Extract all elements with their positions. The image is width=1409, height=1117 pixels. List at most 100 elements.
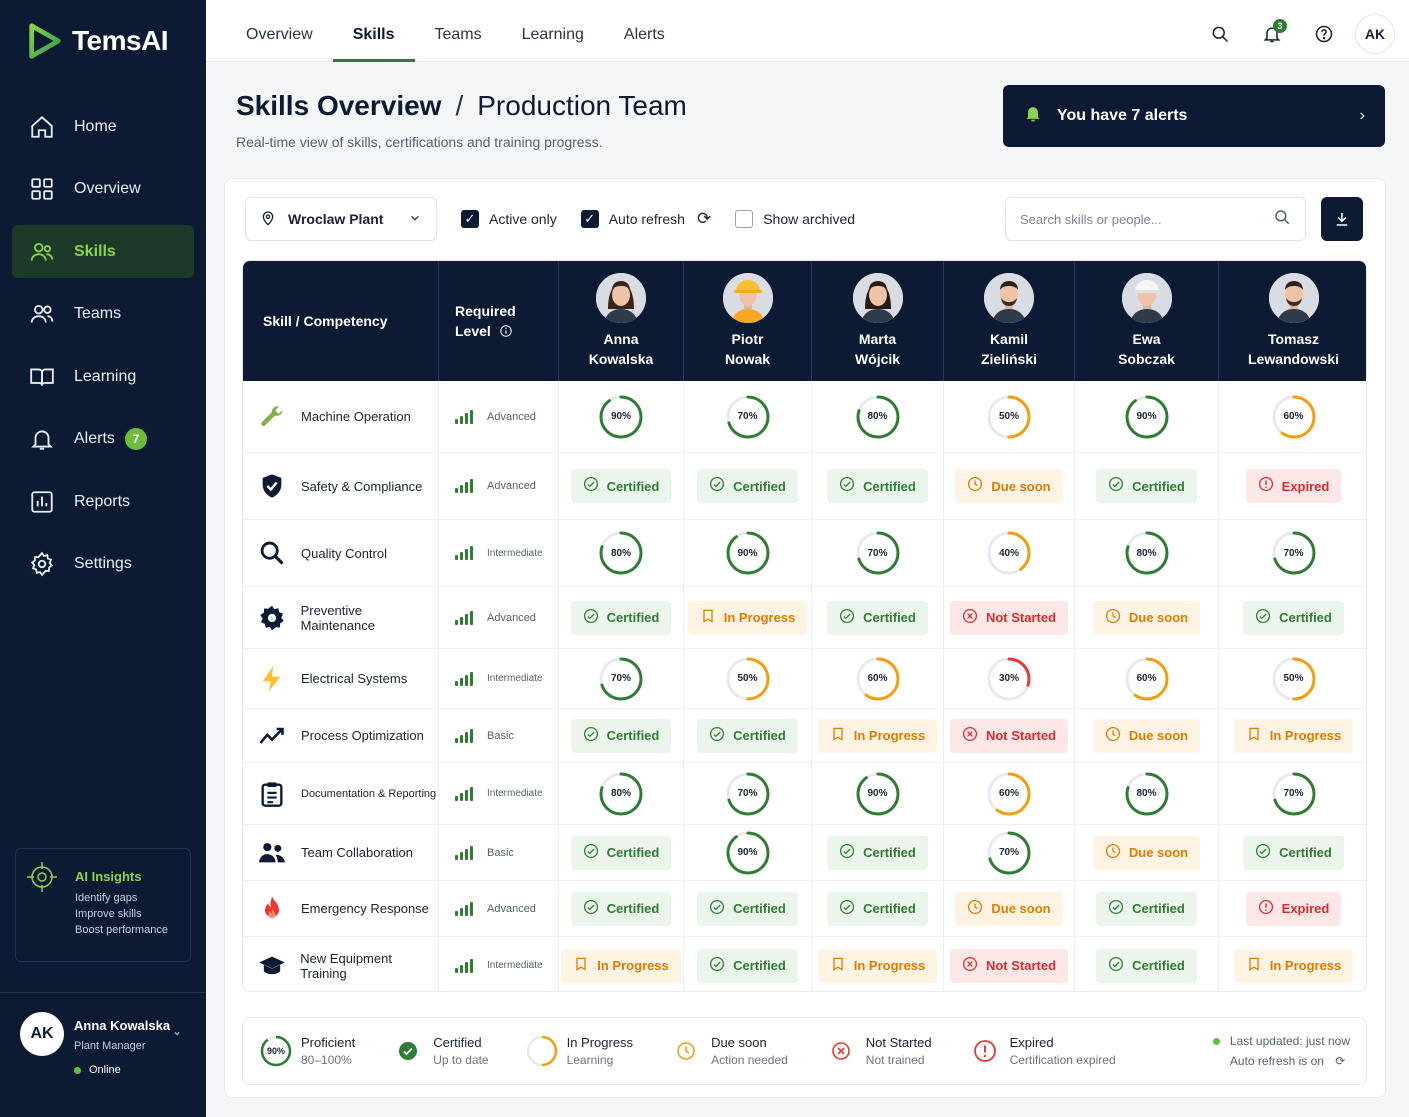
tab-teams[interactable]: Teams	[434, 26, 482, 43]
tab-alerts[interactable]: Alerts	[623, 26, 665, 43]
skill-status-cell[interactable]: In Progress	[1219, 937, 1366, 991]
alerts-banner-button[interactable]: You have 7 alerts ›	[1003, 85, 1385, 147]
person-column-header[interactable]: Ewa Sobczak	[1075, 261, 1219, 381]
refresh-icon[interactable]: ⟳	[1331, 1054, 1346, 1068]
search-icon[interactable]	[1203, 17, 1237, 51]
skill-status-cell[interactable]: Certified	[812, 587, 944, 648]
skill-status-cell[interactable]: 40%	[944, 520, 1075, 586]
skill-status-cell[interactable]: 90%	[684, 825, 812, 880]
refresh-icon[interactable]: ⟳	[696, 209, 712, 228]
skill-status-cell[interactable]: Certified	[1075, 453, 1219, 519]
sidebar-item-settings[interactable]: Settings	[12, 538, 194, 591]
sidebar-item-alerts[interactable]: Alerts 7	[12, 413, 194, 466]
skill-status-cell[interactable]: Certified	[559, 881, 684, 936]
skill-status-cell[interactable]: 50%	[944, 381, 1075, 452]
skill-status-cell[interactable]: 80%	[1075, 520, 1219, 586]
skill-status-cell[interactable]: 30%	[944, 649, 1075, 708]
user-profile[interactable]: AK Anna Kowalska Plant Manager Online ⌄	[20, 1012, 200, 1082]
active-only-checkbox[interactable]: ✓ Active only	[461, 210, 557, 228]
location-select[interactable]: Wroclaw Plant	[245, 197, 437, 241]
skill-status-cell[interactable]: Certified	[1219, 825, 1366, 880]
skill-status-cell[interactable]: Certified	[559, 825, 684, 880]
notification-badge: 3	[1273, 19, 1287, 33]
person-column-header[interactable]: Kamil Zieliński	[944, 261, 1075, 381]
skill-status-cell[interactable]: 70%	[944, 825, 1075, 880]
search-icon[interactable]	[1273, 208, 1291, 231]
person-column-header[interactable]: Tomasz Lewandowski	[1219, 261, 1366, 381]
skill-status-cell[interactable]: Expired	[1219, 881, 1366, 936]
skill-status-cell[interactable]: 50%	[684, 649, 812, 708]
skill-status-cell[interactable]: 60%	[812, 649, 944, 708]
skill-status-cell[interactable]: Certified	[812, 453, 944, 519]
tab-overview[interactable]: Overview	[246, 26, 313, 43]
skill-status-cell[interactable]: Not Started	[944, 709, 1075, 762]
tab-skills[interactable]: Skills	[332, 0, 415, 62]
skill-status-cell[interactable]: In Progress	[684, 587, 812, 648]
skill-status-cell[interactable]: Certified	[1075, 937, 1219, 991]
show-archived-checkbox[interactable]: Show archived	[735, 210, 855, 228]
sidebar-item-reports[interactable]: Reports	[12, 475, 194, 528]
info-icon[interactable]	[491, 323, 513, 339]
skill-status-cell[interactable]: Certified	[1219, 587, 1366, 648]
skill-status-cell[interactable]: 80%	[1075, 763, 1219, 824]
skill-status-cell[interactable]: 60%	[1075, 649, 1219, 708]
skill-status-cell[interactable]: 90%	[684, 520, 812, 586]
skill-status-cell[interactable]: Due soon	[944, 453, 1075, 519]
ai-insights-card[interactable]: AI Insights Identify gaps Improve skills…	[15, 848, 191, 962]
bell-icon[interactable]: 3	[1255, 17, 1289, 51]
skill-status-cell[interactable]: 60%	[1219, 381, 1366, 452]
skill-status-cell[interactable]: 70%	[559, 649, 684, 708]
skill-status-cell[interactable]: Certified	[684, 881, 812, 936]
chevron-down-icon[interactable]: ⌄	[172, 1024, 183, 1038]
skill-status-cell[interactable]: Certified	[559, 709, 684, 762]
skill-status-cell[interactable]: Expired	[1219, 453, 1366, 519]
sidebar-item-teams[interactable]: Teams	[12, 288, 194, 341]
download-button[interactable]	[1321, 197, 1363, 241]
person-column-header[interactable]: Anna Kowalska	[559, 261, 684, 381]
skill-status-cell[interactable]: In Progress	[559, 937, 684, 991]
skill-status-cell[interactable]: 90%	[1075, 381, 1219, 452]
skill-status-cell[interactable]: 70%	[812, 520, 944, 586]
skill-status-cell[interactable]: Due soon	[1075, 587, 1219, 648]
search-input[interactable]	[1020, 211, 1273, 227]
skill-status-cell[interactable]: Not Started	[944, 937, 1075, 991]
sidebar-item-home[interactable]: Home	[12, 100, 194, 153]
skill-status-cell[interactable]: 90%	[559, 381, 684, 452]
skill-status-cell[interactable]: 80%	[812, 381, 944, 452]
skill-status-cell[interactable]: In Progress	[812, 937, 944, 991]
skill-status-cell[interactable]: Certified	[684, 453, 812, 519]
sidebar-item-learning[interactable]: Learning	[12, 350, 194, 403]
skill-status-cell[interactable]: Not Started	[944, 587, 1075, 648]
skill-status-cell[interactable]: Certified	[812, 881, 944, 936]
skill-status-cell[interactable]: Due soon	[1075, 825, 1219, 880]
skill-status-cell[interactable]: 50%	[1219, 649, 1366, 708]
skill-status-cell[interactable]: 70%	[1219, 520, 1366, 586]
sidebar-item-overview[interactable]: Overview	[12, 163, 194, 216]
skill-status-cell[interactable]: 80%	[559, 520, 684, 586]
skill-status-cell[interactable]: 60%	[944, 763, 1075, 824]
skill-status-cell[interactable]: 70%	[1219, 763, 1366, 824]
skill-status-cell[interactable]: Certified	[684, 709, 812, 762]
checkbox-checked-icon: ✓	[580, 210, 599, 228]
person-column-header[interactable]: Piotr Nowak	[684, 261, 812, 381]
skill-status-cell[interactable]: In Progress	[812, 709, 944, 762]
sidebar-item-skills[interactable]: Skills	[12, 225, 194, 278]
skill-status-cell[interactable]: 90%	[812, 763, 944, 824]
skill-status-cell[interactable]: Certified	[559, 453, 684, 519]
auto-refresh-checkbox[interactable]: ✓ Auto refresh ⟳	[580, 209, 712, 229]
skill-status-cell[interactable]: Certified	[812, 825, 944, 880]
help-icon[interactable]	[1307, 17, 1341, 51]
skill-status-cell[interactable]: 80%	[559, 763, 684, 824]
skill-status-cell[interactable]: 70%	[684, 381, 812, 452]
person-column-header[interactable]: Marta Wójcik	[812, 261, 944, 381]
skill-status-cell[interactable]: Certified	[684, 937, 812, 991]
skill-status-cell[interactable]: 70%	[684, 763, 812, 824]
app-logo[interactable]: TemsAI	[26, 22, 169, 60]
avatar[interactable]: AK	[1355, 14, 1395, 54]
tab-learning[interactable]: Learning	[521, 26, 584, 43]
skill-status-cell[interactable]: In Progress	[1219, 709, 1366, 762]
skill-status-cell[interactable]: Due soon	[944, 881, 1075, 936]
skill-status-cell[interactable]: Certified	[1075, 881, 1219, 936]
skill-status-cell[interactable]: Due soon	[1075, 709, 1219, 762]
skill-status-cell[interactable]: Certified	[559, 587, 684, 648]
